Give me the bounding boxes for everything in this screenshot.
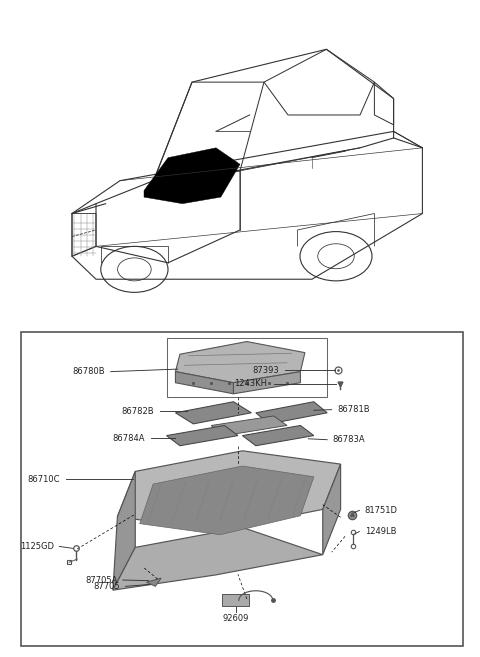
Text: 86784A: 86784A	[113, 434, 145, 443]
Polygon shape	[211, 416, 287, 436]
Polygon shape	[176, 401, 252, 424]
Text: 87705: 87705	[93, 583, 120, 591]
Text: 1243KH: 1243KH	[234, 379, 267, 388]
Polygon shape	[242, 426, 314, 445]
Polygon shape	[176, 372, 233, 394]
Polygon shape	[113, 471, 135, 590]
Text: 81751D: 81751D	[365, 506, 398, 515]
Polygon shape	[113, 528, 323, 590]
Polygon shape	[144, 148, 240, 204]
Polygon shape	[146, 578, 161, 586]
Polygon shape	[323, 464, 341, 555]
Text: 86782B: 86782B	[121, 407, 154, 416]
Text: 86710C: 86710C	[28, 475, 60, 484]
Text: 86783A: 86783A	[333, 435, 365, 444]
Text: 87393: 87393	[252, 365, 279, 374]
Polygon shape	[256, 401, 327, 424]
Polygon shape	[176, 342, 305, 383]
Polygon shape	[233, 372, 300, 394]
Polygon shape	[118, 451, 341, 531]
Polygon shape	[140, 466, 314, 535]
Polygon shape	[222, 594, 249, 606]
Text: 1125GD: 1125GD	[20, 542, 54, 551]
Text: 86780B: 86780B	[73, 367, 105, 376]
Polygon shape	[167, 426, 238, 445]
Text: 86781B: 86781B	[337, 405, 370, 414]
Text: 87705A: 87705A	[85, 576, 118, 585]
Text: 1249LB: 1249LB	[365, 527, 396, 536]
Text: 92609: 92609	[223, 614, 249, 623]
